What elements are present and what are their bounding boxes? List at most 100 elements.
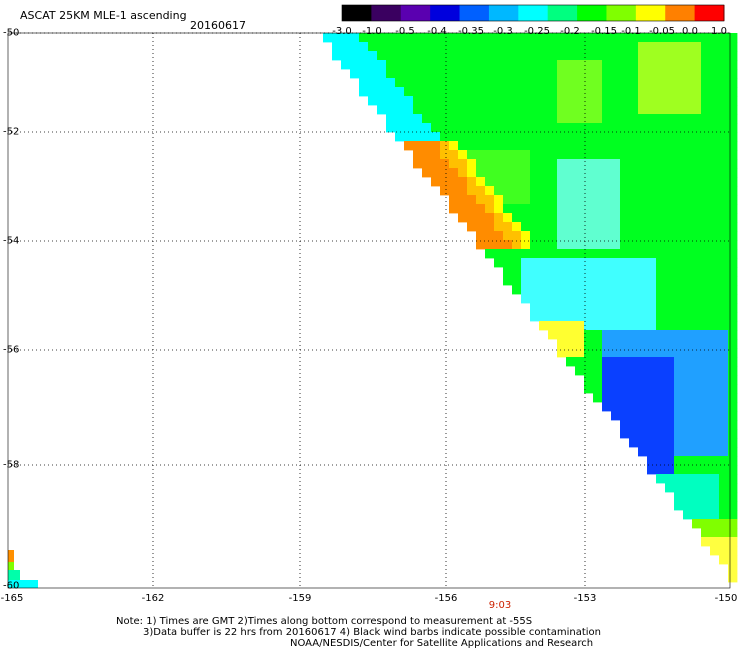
colorbar-tick: -0.5 xyxy=(395,26,415,37)
swath-cell xyxy=(701,339,711,349)
swath-cell xyxy=(602,159,612,169)
swath-cell xyxy=(710,78,720,88)
swath-cell xyxy=(512,105,522,115)
swath-cell xyxy=(620,186,630,196)
swath-cell xyxy=(593,357,603,367)
swath-cell xyxy=(674,69,684,79)
swath-cell xyxy=(584,114,594,124)
swath-cell xyxy=(692,213,702,223)
swath-cell xyxy=(467,87,477,97)
swath-cell xyxy=(485,150,495,160)
swath-cell xyxy=(557,348,567,358)
swath-cell xyxy=(584,321,594,331)
swath-cell xyxy=(449,114,459,124)
swath-cell xyxy=(656,222,666,232)
swath-cell xyxy=(719,33,729,43)
swath-cell xyxy=(566,267,576,277)
swath-cell xyxy=(692,285,702,295)
swath-cell xyxy=(683,285,693,295)
swath-cell xyxy=(539,132,549,142)
swath-cell xyxy=(647,393,657,403)
swath-cell xyxy=(692,276,702,286)
swath-cell xyxy=(431,87,441,97)
swath-cell xyxy=(683,456,693,466)
swath-cell xyxy=(539,294,549,304)
swath-cell xyxy=(602,276,612,286)
swath-cell xyxy=(665,348,675,358)
swath-cell xyxy=(656,150,666,160)
swath-cell xyxy=(485,69,495,79)
swath-cell xyxy=(719,384,729,394)
swath-cell xyxy=(719,177,729,187)
colorbar-tick: -1.0 xyxy=(362,26,382,37)
swath-cell xyxy=(620,303,630,313)
swath-cell xyxy=(647,222,657,232)
swath-cell xyxy=(521,141,531,151)
swath-cell xyxy=(485,96,495,106)
swath-cell xyxy=(719,402,729,412)
swath-cell xyxy=(701,204,711,214)
swath-cell xyxy=(728,78,738,88)
swath-cell xyxy=(638,249,648,259)
map-frame xyxy=(7,32,731,589)
swath-cell xyxy=(719,294,729,304)
swath-cell xyxy=(683,177,693,187)
swath-cell xyxy=(638,69,648,79)
swath-cell xyxy=(674,159,684,169)
swath-cell xyxy=(611,213,621,223)
swath-cell xyxy=(638,168,648,178)
swath-cell xyxy=(458,204,468,214)
swath-cell xyxy=(656,474,666,484)
swath-cell xyxy=(701,87,711,97)
swath-cell xyxy=(701,96,711,106)
swath-cell xyxy=(8,562,14,570)
swath-cell xyxy=(431,96,441,106)
swath-cell xyxy=(665,375,675,385)
swath-cell xyxy=(629,222,639,232)
colorbar-swatch xyxy=(459,5,490,21)
swath-cell xyxy=(728,141,738,151)
swath-cell xyxy=(557,213,567,223)
swath-cell xyxy=(521,177,531,187)
swath-cell xyxy=(449,60,459,70)
swath-cell xyxy=(611,159,621,169)
lat-label: -56 xyxy=(3,344,20,356)
swath-cell xyxy=(719,312,729,322)
swath-cell xyxy=(593,114,603,124)
swath-cell xyxy=(656,312,666,322)
swath-cell xyxy=(548,258,558,268)
swath-cell xyxy=(701,294,711,304)
swath-cell xyxy=(719,429,729,439)
swath-cell xyxy=(440,141,450,151)
swath-cell xyxy=(395,114,405,124)
swath-cell xyxy=(647,321,657,331)
swath-cell xyxy=(692,411,702,421)
swath-cell xyxy=(521,276,531,286)
swath-cell xyxy=(575,321,585,331)
swath-cell xyxy=(548,294,558,304)
swath-cell xyxy=(494,141,504,151)
swath-cell xyxy=(674,78,684,88)
swath-cell xyxy=(728,537,738,547)
swath-cell xyxy=(710,114,720,124)
swath-cell xyxy=(656,186,666,196)
swath-cell xyxy=(476,123,486,133)
swath-cell xyxy=(593,294,603,304)
swath-cell xyxy=(629,177,639,187)
swath-cell xyxy=(548,123,558,133)
swath-cell xyxy=(611,204,621,214)
swath-cell xyxy=(656,393,666,403)
swath-cell xyxy=(674,384,684,394)
swath-cell xyxy=(512,87,522,97)
swath-cell xyxy=(566,150,576,160)
swath-cell xyxy=(656,276,666,286)
swath-cell xyxy=(611,51,621,61)
swath-cell xyxy=(440,51,450,61)
swath-cell xyxy=(575,168,585,178)
swath-cell xyxy=(503,258,513,268)
swath-cell xyxy=(719,123,729,133)
swath-cell xyxy=(611,123,621,133)
swath-cell xyxy=(665,60,675,70)
swath-cell xyxy=(485,213,495,223)
swath-cell xyxy=(575,294,585,304)
